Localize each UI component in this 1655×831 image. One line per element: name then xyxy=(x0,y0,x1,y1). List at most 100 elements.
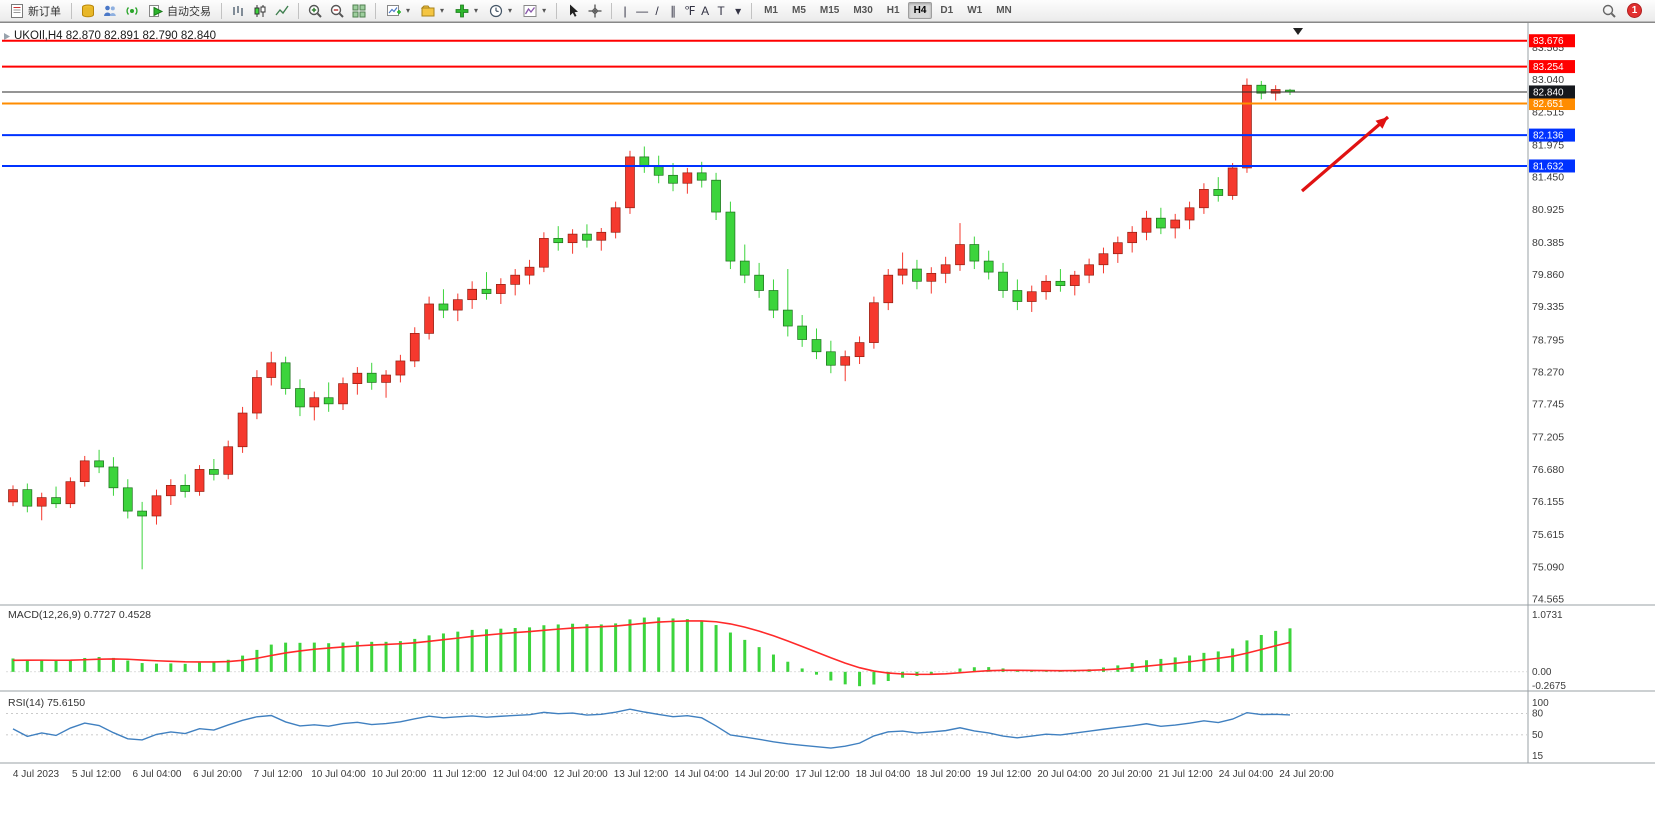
svg-text:12 Jul 20:00: 12 Jul 20:00 xyxy=(553,769,608,780)
text-label-tool[interactable]: T xyxy=(717,3,725,18)
svg-text:0.00: 0.00 xyxy=(1532,667,1552,678)
chart-window: 83.565 83.040 82.515 81.975 81.450 80.925 80.3… xyxy=(0,22,1655,831)
svg-text:80.385: 80.385 xyxy=(1532,237,1564,249)
timeframe-h1[interactable]: H1 xyxy=(886,5,900,16)
timeframe-m1[interactable]: M1 xyxy=(764,5,778,16)
contacts-button[interactable] xyxy=(100,1,120,20)
current-price-line: 82.840 xyxy=(2,85,1575,98)
chevron-down-icon: ▾ xyxy=(474,6,479,15)
signals-button[interactable] xyxy=(122,1,142,20)
svg-text:80: 80 xyxy=(1532,708,1544,719)
timeframe-m15[interactable]: M15 xyxy=(819,5,840,16)
svg-text:11 Jul 12:00: 11 Jul 12:00 xyxy=(433,769,487,780)
rsi-line xyxy=(12,708,1291,749)
chart-shift-marker[interactable] xyxy=(1293,28,1303,35)
time-axis-labels: 4 Jul 2023 5 Jul 12:00 6 Jul 04:00 6 Jul 20… xyxy=(13,769,1334,780)
svg-text:15: 15 xyxy=(1532,751,1544,762)
crosshair-tool-button[interactable] xyxy=(585,1,605,20)
svg-text:5 Jul 12:00: 5 Jul 12:00 xyxy=(72,769,121,780)
toolbar-separator xyxy=(556,2,558,19)
horizontal-lines[interactable]: 83.676 83.254 82.651 82.136 81.632 xyxy=(2,34,1575,173)
clock-icon xyxy=(489,4,503,17)
line-chart-mode-button[interactable] xyxy=(272,1,292,20)
svg-text:76.680: 76.680 xyxy=(1532,464,1564,476)
crosshair-icon xyxy=(588,4,602,17)
svg-text:24 Jul 04:00: 24 Jul 04:00 xyxy=(1219,769,1274,780)
svg-text:1.0731: 1.0731 xyxy=(1532,610,1563,621)
profiles-button[interactable]: ▾ xyxy=(416,1,448,20)
zoom-out-icon xyxy=(330,4,344,18)
chart-canvas[interactable]: 83.56583.04082.51581.97581.45080.92580.3… xyxy=(0,23,1655,831)
svg-text:17 Jul 12:00: 17 Jul 12:00 xyxy=(795,769,850,780)
template-icon xyxy=(523,4,537,17)
templates-button[interactable]: ▾ xyxy=(518,1,550,20)
trend-arrow-annotation[interactable] xyxy=(1300,115,1390,193)
svg-text:82.651: 82.651 xyxy=(1533,99,1564,110)
timeframe-mn[interactable]: MN xyxy=(996,5,1012,16)
svg-text:4 Jul 2023: 4 Jul 2023 xyxy=(13,769,60,780)
toolbar-separator xyxy=(611,2,613,19)
svg-text:83.040: 83.040 xyxy=(1532,74,1564,86)
indicators-button[interactable]: ▾ xyxy=(450,1,482,20)
chart-symbol-header: UKOIl,H4 82.870 82.891 82.790 82.840 xyxy=(14,30,216,42)
chevron-down-icon: ▾ xyxy=(542,6,547,15)
svg-text:12 Jul 04:00: 12 Jul 04:00 xyxy=(493,769,548,780)
timeframe-m5[interactable]: M5 xyxy=(791,5,806,16)
svg-text:10 Jul 04:00: 10 Jul 04:00 xyxy=(311,769,366,780)
toolbar-separator xyxy=(71,2,72,19)
tile-windows-icon xyxy=(352,4,366,17)
vertical-line-tool[interactable]: | xyxy=(623,3,627,18)
one-click-trading-toggle[interactable] xyxy=(4,33,10,40)
svg-text:74.565: 74.565 xyxy=(1532,594,1564,606)
zoom-out-button[interactable] xyxy=(327,1,347,20)
new-order-icon xyxy=(11,3,23,18)
svg-text:83.676: 83.676 xyxy=(1533,36,1564,47)
shapes-dropdown[interactable]: ▾ xyxy=(735,3,742,18)
toolbar-right-group: 1 xyxy=(1601,3,1650,19)
timeframe-m30[interactable]: M30 xyxy=(853,5,873,16)
new-order-button[interactable]: 新订单 xyxy=(5,1,65,20)
chevron-down-icon: ▾ xyxy=(440,6,445,15)
notification-badge[interactable]: 1 xyxy=(1627,3,1642,18)
svg-text:83.254: 83.254 xyxy=(1533,62,1564,73)
autotrade-button[interactable]: 自动交易 xyxy=(144,1,215,20)
bar-chart-mode-button[interactable] xyxy=(228,1,248,20)
chevron-down-icon: ▾ xyxy=(406,6,411,15)
main-toolbar: 新订单 自动交易 ▾ ▾ ▾ ▾ ▾ | — / ∥ ℉ A T ▾ M1 M5… xyxy=(0,0,1655,22)
toolbar-separator xyxy=(221,2,222,19)
timeframe-d1[interactable]: D1 xyxy=(940,5,954,16)
svg-text:6 Jul 04:00: 6 Jul 04:00 xyxy=(133,769,182,780)
fibonacci-tool[interactable]: ℉ xyxy=(684,3,696,18)
contacts-icon xyxy=(104,5,116,16)
svg-text:19 Jul 12:00: 19 Jul 12:00 xyxy=(977,769,1032,780)
macd-axis-labels: 1.0731 0.00 -0.2675 xyxy=(1532,610,1566,692)
market-watch-button[interactable] xyxy=(78,1,98,20)
cursor-icon xyxy=(570,4,579,17)
search-icon[interactable] xyxy=(1601,3,1617,19)
horizontal-line-tool[interactable]: — xyxy=(636,3,649,18)
signals-icon xyxy=(126,6,138,15)
zoom-in-button[interactable] xyxy=(305,1,325,20)
channel-tool[interactable]: ∥ xyxy=(670,3,677,18)
candlestick-mode-button[interactable] xyxy=(250,1,270,20)
text-tool[interactable]: A xyxy=(701,3,710,18)
svg-text:50: 50 xyxy=(1532,730,1544,741)
svg-text:21 Jul 12:00: 21 Jul 12:00 xyxy=(1158,769,1213,780)
svg-text:24 Jul 20:00: 24 Jul 20:00 xyxy=(1279,769,1334,780)
candlestick-icon xyxy=(254,4,266,17)
cursor-tool-button[interactable] xyxy=(563,1,583,20)
svg-text:77.745: 77.745 xyxy=(1532,399,1564,411)
tile-windows-button[interactable] xyxy=(349,1,369,20)
autotrade-label: 自动交易 xyxy=(167,5,211,18)
periods-button[interactable]: ▾ xyxy=(484,1,516,20)
svg-text:76.155: 76.155 xyxy=(1532,496,1564,508)
svg-text:81.632: 81.632 xyxy=(1533,161,1564,172)
new-chart-button[interactable]: ▾ xyxy=(382,1,414,20)
rsi-label: RSI(14) 75.6150 xyxy=(8,697,85,709)
autotrade-icon xyxy=(149,4,164,17)
timeframe-w1[interactable]: W1 xyxy=(967,5,983,16)
trendline-tool[interactable]: / xyxy=(655,3,659,18)
timeframe-h4[interactable]: H4 xyxy=(907,2,933,19)
svg-text:75.090: 75.090 xyxy=(1532,561,1564,573)
